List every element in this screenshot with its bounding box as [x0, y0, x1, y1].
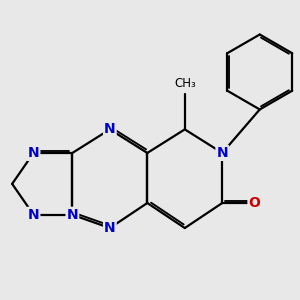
Text: N: N — [28, 146, 39, 160]
Text: N: N — [67, 208, 78, 222]
Text: O: O — [248, 196, 260, 210]
Text: N: N — [104, 221, 116, 235]
Text: N: N — [104, 122, 116, 136]
Text: N: N — [28, 208, 39, 222]
Text: CH₃: CH₃ — [174, 76, 196, 90]
Text: N: N — [217, 146, 228, 160]
